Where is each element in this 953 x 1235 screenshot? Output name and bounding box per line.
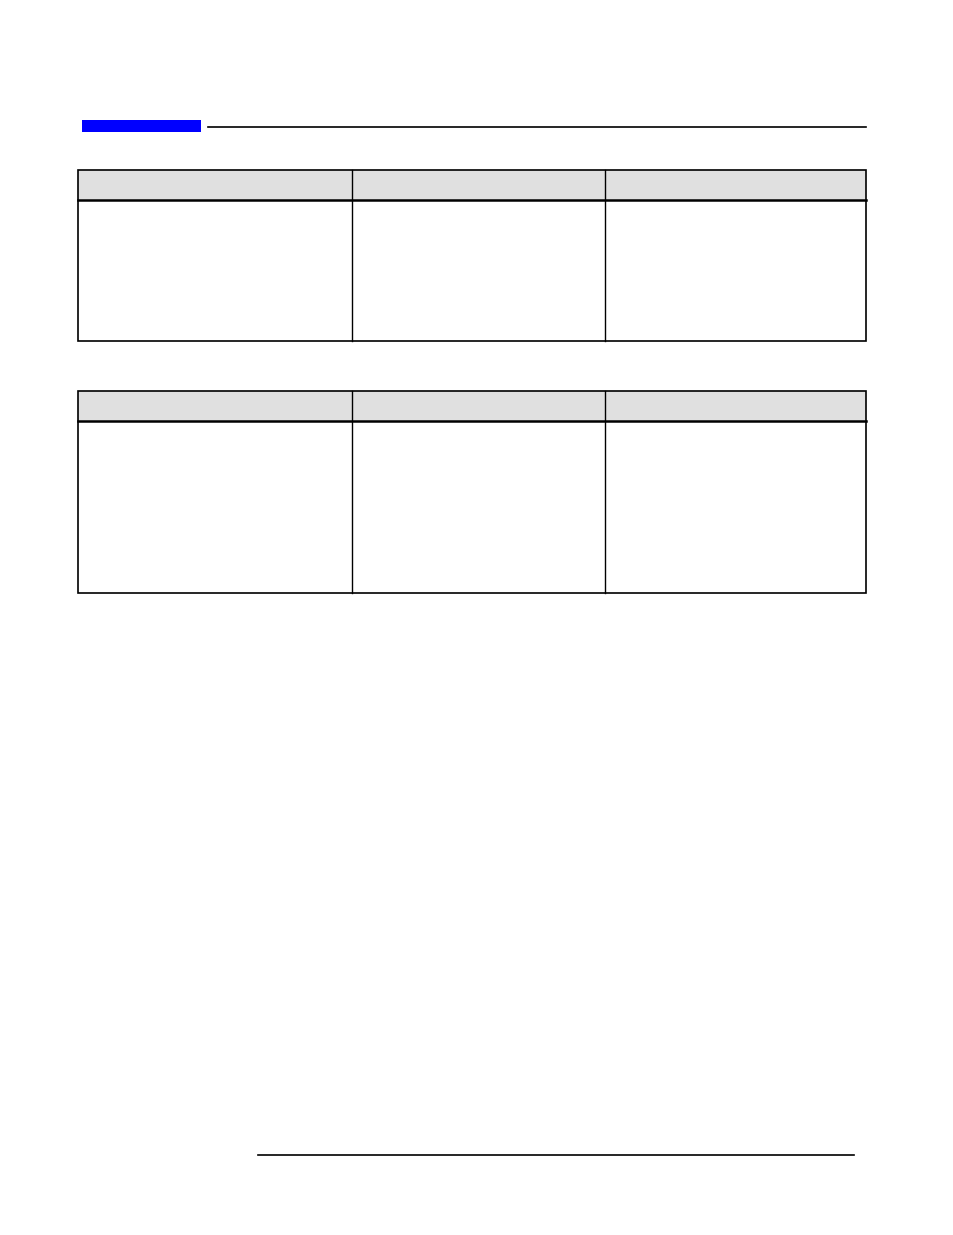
Bar bbox=[78, 421, 865, 593]
Bar bbox=[78, 391, 865, 593]
Bar bbox=[82, 120, 201, 132]
Bar bbox=[78, 391, 865, 421]
Bar bbox=[78, 200, 865, 341]
Bar bbox=[78, 170, 865, 200]
Bar bbox=[78, 170, 865, 341]
